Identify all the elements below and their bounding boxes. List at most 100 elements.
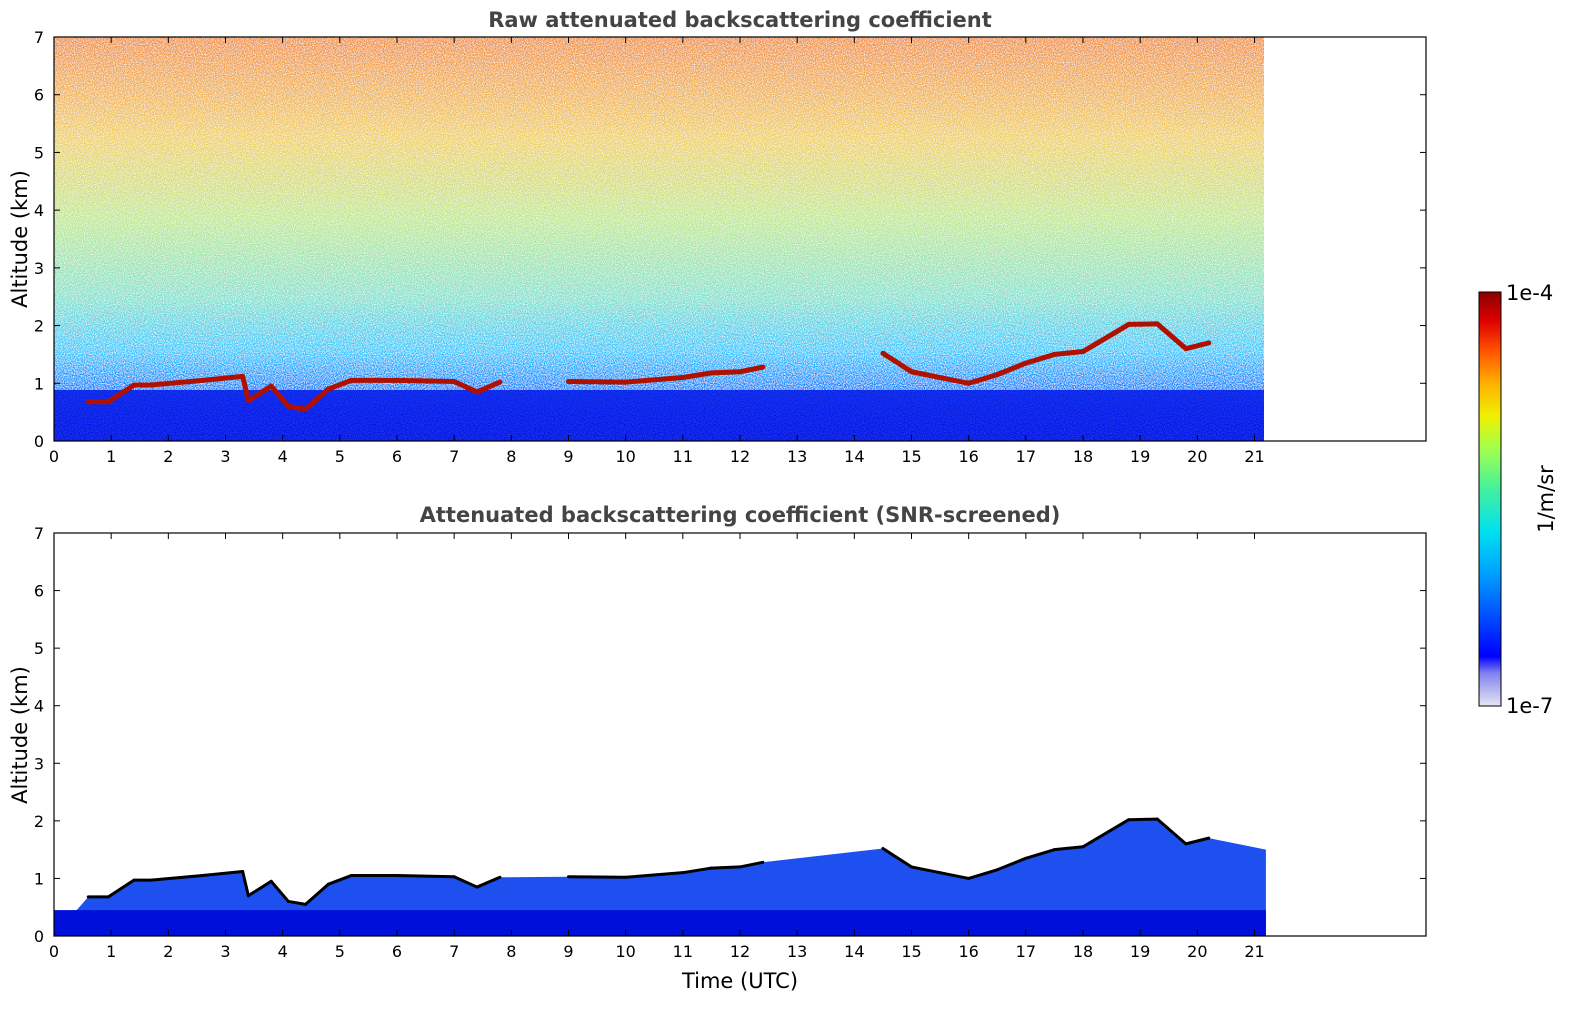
x-tick-label: 11 [673, 942, 693, 961]
cloud-layer-segment [937, 375, 972, 386]
cloud-layer-segment [286, 899, 308, 906]
cloud-layer-segment [994, 360, 1029, 378]
cloud-layer-segment [105, 382, 137, 405]
colorbar-bottom-label: 1e-7 [1506, 694, 1553, 718]
cloud-layer-segment [474, 379, 503, 395]
cloud-layer-segment [245, 383, 274, 404]
x-tick-label: 21 [1244, 942, 1264, 961]
x-tick-label: 19 [1130, 942, 1150, 961]
x-tick-label: 8 [506, 447, 516, 466]
y-tick-label: 6 [34, 86, 44, 105]
colorbar: 1e-4 1e-7 1/m/sr [1478, 281, 1558, 718]
x-tick-label: 20 [1187, 447, 1207, 466]
x-tick-label: 1 [106, 447, 116, 466]
x-tick-label: 18 [1073, 942, 1093, 961]
cloud-layer-segment [148, 377, 206, 388]
cloud-layer-segment [1127, 817, 1159, 822]
cloud-layer-segment [241, 870, 250, 898]
y-tick-label: 6 [34, 582, 44, 601]
screened-y-axis-label: Altitude (km) [8, 666, 32, 804]
x-tick-label: 10 [615, 447, 635, 466]
cloud-layer-segment [1183, 340, 1212, 352]
x-tick-label: 5 [335, 942, 345, 961]
cloud-layer-segment [475, 875, 502, 889]
raw-backscatter-panel: Raw attenuated backscattering coefficien… [8, 8, 1427, 466]
x-tick-label: 0 [49, 447, 59, 466]
cloud-layer-segment [1051, 349, 1086, 357]
cloud-layer-segment [268, 383, 291, 409]
y-tick-label: 0 [34, 432, 44, 451]
y-tick-label: 7 [34, 524, 44, 543]
x-tick-label: 20 [1187, 942, 1207, 961]
cloud-layer-segment [304, 882, 330, 906]
cloud-layer-segment [1155, 817, 1188, 846]
screened-panel-title: Attenuated backscattering coefficient (S… [420, 503, 1061, 527]
cloud-layer-segment [285, 403, 309, 412]
x-tick-label: 6 [392, 942, 402, 961]
raw-y-axis-label: Altitude (km) [8, 170, 32, 308]
screened-backscatter-panel: Attenuated backscattering coefficient (S… [8, 503, 1427, 993]
cloud-layer-segment [967, 868, 999, 880]
colorbar-unit-label: 1/m/sr [1534, 465, 1558, 533]
y-tick-label: 7 [34, 28, 44, 47]
colorbar-gradient [1478, 291, 1502, 707]
x-tick-label: 11 [673, 447, 693, 466]
x-tick-label: 10 [615, 942, 635, 961]
cloud-layer-segment [738, 860, 765, 869]
cloud-layer-segment [567, 875, 628, 879]
screened-near-surface [54, 910, 1266, 936]
cloud-layer-segment [394, 377, 457, 385]
screened-signal-region [54, 819, 1266, 936]
y-tick-label: 3 [34, 754, 44, 773]
colorbar-top-label: 1e-4 [1506, 281, 1553, 305]
cloud-layer-segment [995, 856, 1028, 872]
cloud-layer-segment [1126, 321, 1160, 327]
cloud-layer-segment [680, 370, 714, 381]
cloud-layer-segment [1024, 848, 1056, 860]
y-tick-label: 1 [34, 869, 44, 888]
y-tick-label: 5 [34, 639, 44, 658]
cloud-layer-segment [881, 846, 913, 869]
x-tick-label: 15 [901, 942, 921, 961]
cloud-layer-segment [395, 874, 456, 879]
x-tick-label: 3 [220, 447, 230, 466]
x-tick-label: 12 [730, 942, 750, 961]
cloud-layer-segment [966, 372, 1000, 386]
x-tick-label: 2 [163, 447, 173, 466]
x-tick-label: 8 [506, 942, 516, 961]
x-tick-label: 9 [563, 447, 573, 466]
x-tick-label: 5 [335, 447, 345, 466]
x-tick-label: 7 [449, 447, 459, 466]
x-tick-label: 2 [163, 942, 173, 961]
cloud-layer-segment [681, 866, 713, 875]
x-axis-label: Time (UTC) [681, 969, 798, 993]
screened-backscatter-heatmap [54, 819, 1266, 936]
x-tick-label: 13 [787, 447, 807, 466]
cloud-layer-segment [910, 865, 942, 875]
x-tick-label: 4 [278, 942, 288, 961]
x-tick-label: 0 [49, 942, 59, 961]
cloud-layer-segment [709, 865, 742, 870]
cloud-layer-segment [566, 379, 629, 385]
x-tick-label: 21 [1244, 447, 1264, 466]
screened-x-ticks: 0 1 2 3 4 5 6 7 8 9 10 11 12 13 14 15 16 17 18 19 20 21 [49, 533, 1265, 961]
cloud-layer-segment [201, 870, 245, 878]
x-tick-label: 7 [449, 942, 459, 961]
raw-cloud-layer [85, 321, 1212, 412]
cloud-layer-segment [1052, 845, 1085, 852]
y-tick-label: 0 [34, 927, 44, 946]
cloud-layer-segment [303, 386, 331, 412]
cloud-layer-segment [1184, 836, 1211, 846]
y-tick-label: 4 [34, 201, 44, 220]
x-tick-label: 9 [563, 942, 573, 961]
x-tick-label: 17 [1016, 447, 1036, 466]
screened-cloud-layer [86, 817, 1211, 906]
x-tick-label: 17 [1016, 942, 1036, 961]
cloud-layer-segment [451, 379, 480, 395]
raw-panel-title: Raw attenuated backscattering coefficien… [488, 8, 992, 32]
raw-y-ticks: 0 1 2 3 4 5 6 7 [34, 28, 1426, 451]
cloud-layer-segment [326, 874, 353, 886]
raw-x-ticks: 0 1 2 3 4 5 6 7 8 9 10 11 12 13 14 15 16 17 18 19 20 21 [49, 37, 1265, 466]
cloud-layer-segment [909, 369, 943, 381]
